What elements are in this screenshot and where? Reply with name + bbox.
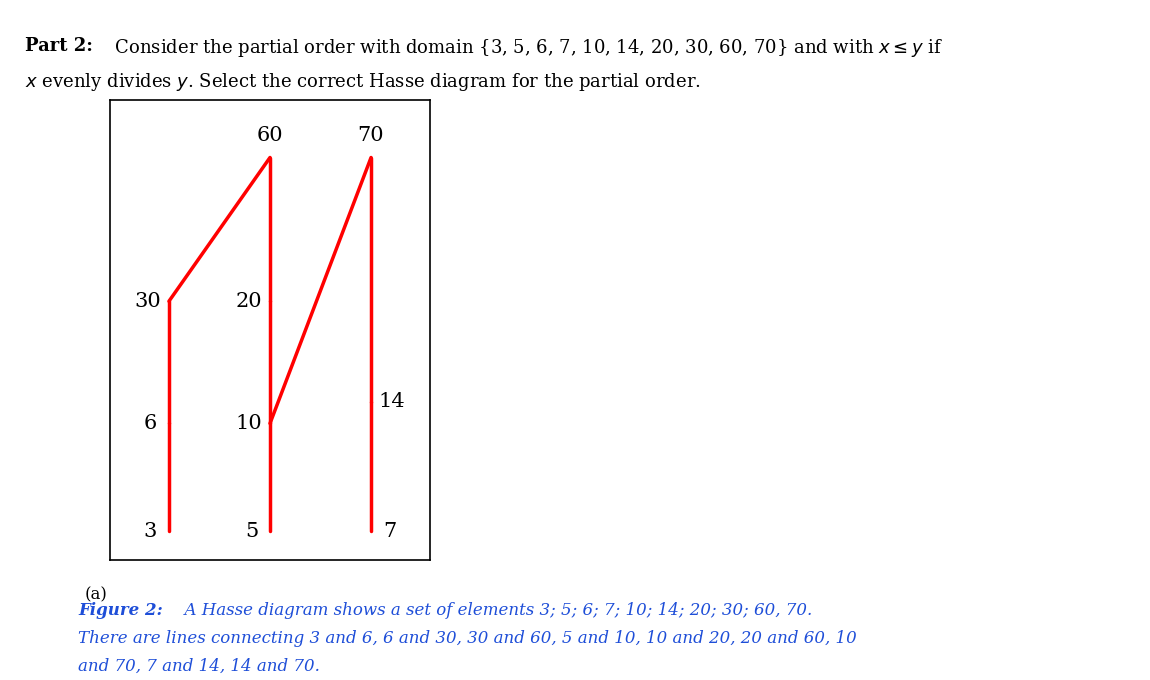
Text: 3: 3 bbox=[144, 522, 158, 541]
Text: Consider the partial order with domain {3, 5, 6, 7, 10, 14, 20, 30, 60, 70} and : Consider the partial order with domain {… bbox=[109, 37, 943, 59]
Text: 5: 5 bbox=[245, 522, 258, 541]
Text: 30: 30 bbox=[135, 292, 161, 311]
Text: 7: 7 bbox=[383, 522, 397, 541]
Text: 60: 60 bbox=[256, 126, 283, 146]
Text: Part 2:: Part 2: bbox=[25, 37, 93, 55]
Text: 20: 20 bbox=[236, 292, 262, 311]
Text: A Hasse diagram shows a set of elements 3; 5; 6; 7; 10; 14; 20; 30; 60, 70.: A Hasse diagram shows a set of elements … bbox=[174, 602, 812, 619]
Text: $x$ evenly divides $y$. Select the correct Hasse diagram for the partial order.: $x$ evenly divides $y$. Select the corre… bbox=[25, 71, 701, 93]
Text: 14: 14 bbox=[378, 392, 406, 411]
Text: 70: 70 bbox=[358, 126, 384, 146]
Text: There are lines connecting 3 and 6, 6 and 30, 30 and 60, 5 and 10, 10 and 20, 20: There are lines connecting 3 and 6, 6 an… bbox=[78, 630, 857, 647]
Text: Figure 2:: Figure 2: bbox=[78, 602, 163, 619]
Text: (a): (a) bbox=[85, 586, 108, 603]
Text: 6: 6 bbox=[144, 414, 158, 433]
Text: and 70, 7 and 14, 14 and 70.: and 70, 7 and 14, 14 and 70. bbox=[78, 658, 320, 675]
Text: 10: 10 bbox=[236, 414, 262, 433]
